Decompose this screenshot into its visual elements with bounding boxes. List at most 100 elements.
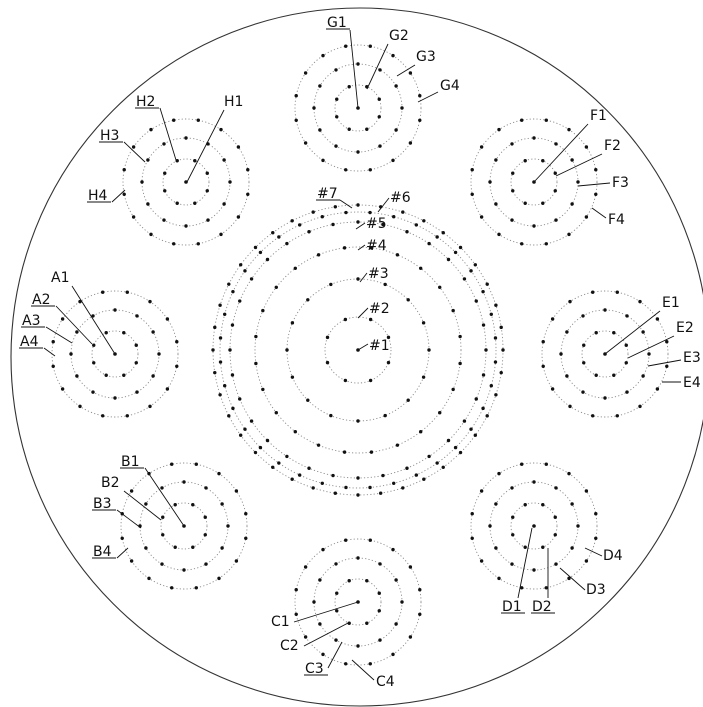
point-F-4-11 [497,127,501,132]
point-B-2-5 [161,515,165,519]
point-E-4-2 [655,387,660,391]
point-center-6-4 [469,427,473,431]
point-center-4-13 [254,334,258,339]
leader-line-B4 [116,547,129,559]
point-E-3-2 [641,374,645,378]
point-center-3-11 [306,298,310,302]
point-center-6-18 [218,360,223,364]
point-center-7-17 [238,433,243,437]
point-H-3-6 [146,202,150,206]
point-center-2-2 [368,378,373,383]
point-A-2-1 [134,361,138,365]
point-center-5-26 [381,222,385,227]
point-B-3-4 [182,568,186,572]
label-D4: D4 [603,548,623,564]
point-F-4-2 [584,215,589,219]
point-F-4-8 [470,192,474,196]
point-E-2-4 [582,361,586,365]
point-center-3-16 [421,321,426,325]
point-A-2-4 [92,361,96,365]
point-G-2-5 [335,97,339,101]
point-E-2-2 [612,373,616,377]
point-B-4-10 [129,489,134,493]
point-D-3-2 [570,546,574,550]
point-G-4-2 [408,141,413,145]
point-H-2-6 [175,159,179,163]
point-F-3-2 [570,202,574,206]
label-B2: B2 [101,475,120,491]
leader-line-B1 [144,467,185,527]
point-B-4-6 [147,576,151,581]
point-center-3-12 [329,282,333,287]
label-center-6: #6 [390,190,411,206]
point-B-2-3 [173,545,177,549]
point-center-6-33 [469,269,473,273]
point-center-6-11 [320,481,324,485]
point-center-7-27 [271,230,275,235]
point-center-7-2 [499,370,503,375]
point-H-4-13 [196,118,200,122]
point-E-3-4 [603,396,607,400]
point-center-4-6 [369,450,374,454]
point-center-7-38 [485,282,489,286]
point-center-5-19 [238,299,242,303]
leader-line-c7 [339,199,353,209]
point-G-4-9 [294,94,298,98]
point-G-4-14 [391,53,395,58]
leader-line-G1 [349,29,359,109]
point-center-6-15 [243,427,247,431]
point-G-4-10 [303,71,308,75]
point-center-5-29 [446,257,451,262]
point-C-4-10 [303,565,308,569]
point-B-2-6 [173,503,177,507]
point-center-5-7 [405,466,409,470]
outer-boundary-circle [10,7,703,707]
label-E4: E4 [683,375,701,391]
leader-line-H3 [123,141,146,163]
point-B-3-5 [160,562,164,566]
point-center-7-33 [401,210,405,214]
point-A-4-13 [125,290,129,294]
ring-center-4 [254,246,462,454]
point-D-4-3 [567,576,571,581]
point-center-5-2 [481,373,486,377]
point-H-3-2 [222,202,226,206]
leader-line-H1 [186,109,225,183]
label-B3: B3 [93,496,112,512]
point-center-4-7 [342,450,347,454]
point-center-7-14 [290,477,294,481]
point-F-4-16 [594,168,598,172]
point-G-3-3 [378,144,382,148]
point-center-4-17 [316,253,321,257]
point-center-7-6 [458,450,463,455]
point-D-2-7 [541,503,545,507]
point-F-4-14 [567,127,571,132]
point-A-2-5 [92,343,96,347]
point-A-4-9 [51,340,55,344]
label-H1: H1 [224,94,243,110]
point-G-2-4 [335,115,339,119]
point-center-4-2 [451,387,455,392]
point-E-2-7 [612,331,616,335]
point-center-7-25 [238,263,243,267]
point-D-2-3 [523,545,527,549]
point-C-3-3 [378,638,382,642]
leader-line-H2 [159,107,177,161]
point-center-5-31 [474,299,478,303]
ring-G-4 [294,44,422,172]
point-C-2-1 [377,609,381,613]
point-center-5-18 [230,323,235,327]
point-H-3-3 [206,218,210,222]
point-G-3-8 [318,84,322,88]
point-D-3-4 [532,568,536,572]
point-G-4-3 [391,158,395,163]
point-center-5-14 [249,419,254,423]
point-A-4-16 [175,340,179,344]
point-F-4-5 [520,242,524,246]
point-center-4-5 [395,443,400,447]
point-G-4-16 [418,94,422,98]
point-B-3-6 [144,546,148,550]
point-center-5-15 [238,397,242,401]
point-H-3-10 [184,136,188,140]
